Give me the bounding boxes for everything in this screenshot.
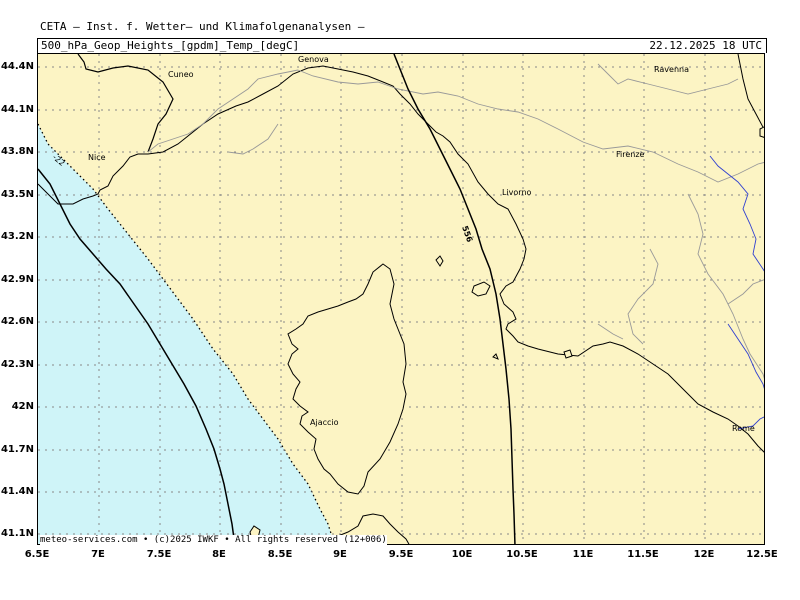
lat-lon-grid <box>38 54 764 544</box>
regional-borders <box>147 63 764 379</box>
lon-label: 7.5E <box>146 549 172 560</box>
subtitle-bar: 500_hPa_Geop_Heights_[gpdm]_Temp_[degC] … <box>37 38 767 53</box>
map-frame: 556 -22 Cuneo Genova Ravenna Nice Firenz… <box>37 53 765 545</box>
lon-label: 8.5E <box>267 549 293 560</box>
lon-label: 12.5E <box>746 549 778 560</box>
lon-label: 12E <box>693 549 715 560</box>
lat-label: 43.5N <box>0 189 34 200</box>
city-label: Nice <box>88 153 106 162</box>
lon-label: 11E <box>572 549 594 560</box>
chart-title: CETA – Inst. f. Wetter– und Klimafolgena… <box>40 20 365 33</box>
lat-label: 43.8N <box>0 146 34 157</box>
lon-label: 8E <box>212 549 226 560</box>
lon-label: 6.5E <box>24 549 50 560</box>
lon-label: 7E <box>91 549 105 560</box>
city-label: Genova <box>298 55 329 64</box>
lon-label: 10E <box>451 549 473 560</box>
lat-label: 44.1N <box>0 104 34 115</box>
corsica-island <box>287 263 407 495</box>
city-label: Ravenna <box>654 65 689 74</box>
city-label: Ajaccio <box>310 418 339 427</box>
lat-label: 42.3N <box>0 359 34 370</box>
lon-label: 9E <box>333 549 347 560</box>
valid-time-label: 22.12.2025 18 UTC <box>649 39 762 52</box>
geopotential-contour-556 <box>393 54 516 544</box>
lat-label: 41.7N <box>0 444 34 455</box>
city-label: Cuneo <box>168 70 194 79</box>
france-italy-border <box>77 54 174 153</box>
city-label: Rome <box>732 424 755 433</box>
lon-label: 11.5E <box>627 549 659 560</box>
ligurian-coastline <box>38 65 764 453</box>
cold-sea-area <box>38 124 335 544</box>
lat-label: 42.6N <box>0 316 34 327</box>
weather-map: 556 -22 Cuneo Genova Ravenna Nice Firenz… <box>38 54 764 544</box>
city-label: Livorno <box>502 188 532 197</box>
lat-label: 43.2N <box>0 231 34 242</box>
lat-label: 41.4N <box>0 486 34 497</box>
copyright-footer: meteo-services.com • (c)2025 IWKF • All … <box>40 535 387 545</box>
lon-label: 9.5E <box>388 549 414 560</box>
city-label: Firenze <box>616 150 645 159</box>
parameter-label: 500_hPa_Geop_Heights_[gpdm]_Temp_[degC] <box>41 39 300 52</box>
lon-label: 10.5E <box>506 549 538 560</box>
lat-label: 41.1N <box>0 528 34 539</box>
lat-label: 42.9N <box>0 274 34 285</box>
adriatic-coastline <box>737 54 764 130</box>
rivers <box>709 155 764 430</box>
lat-label: 44.4N <box>0 61 34 72</box>
geopotential-contour-556-west <box>38 168 236 544</box>
lat-label: 42N <box>11 401 34 412</box>
